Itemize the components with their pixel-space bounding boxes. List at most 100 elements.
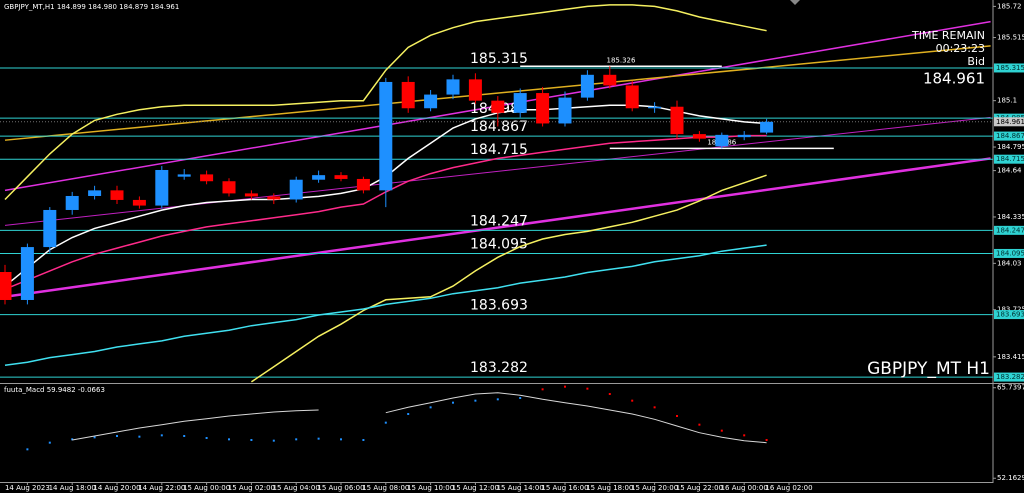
- macd-dot: [138, 435, 141, 438]
- x-tick-label: 15 Aug 20:00: [631, 484, 678, 492]
- macd-dot: [474, 399, 477, 402]
- x-tick-label: 15 Aug 22:00: [676, 484, 723, 492]
- bid-axis-box: [994, 117, 1024, 127]
- level-label: 184.867: [470, 119, 528, 135]
- level-label: 183.693: [470, 298, 528, 314]
- bid-label: Bid: [967, 55, 985, 68]
- y-tick-label: 185.1: [997, 97, 1017, 105]
- x-tick-label: 14 Aug 22:00: [138, 484, 185, 492]
- level-axis-label: 184.095: [996, 249, 1024, 257]
- x-tick-label: 16 Aug 02:00: [765, 484, 812, 492]
- candle-body: [760, 121, 774, 133]
- header: GBPJPY_MT,H1 184.899 184.980 184.879 184…: [4, 3, 179, 11]
- macd-dot: [71, 438, 74, 441]
- level-axis-box: [994, 248, 1024, 258]
- candle-body: [401, 81, 415, 109]
- time-remain: 00:23:23: [936, 42, 985, 55]
- y-tick-label: 184.335: [997, 213, 1024, 221]
- price-marker-label: 185.326: [607, 56, 636, 64]
- macd-y-tick-label: 65.7397: [997, 384, 1024, 392]
- candle-body: [468, 79, 482, 101]
- x-tick-label: 15 Aug 14:00: [497, 484, 544, 492]
- macd-dot: [586, 387, 589, 390]
- level-axis-label: 184.867: [996, 132, 1024, 140]
- macd-label: fuuta_Macd 59.9482 -0.0663: [4, 386, 105, 394]
- level-axis-box: [994, 63, 1024, 73]
- y-tick-label: 184.795: [997, 143, 1024, 151]
- macd-y-tick-label: 52.1629: [997, 474, 1024, 482]
- candle-body: [670, 106, 684, 135]
- macd-dot: [272, 439, 275, 442]
- candle-body: [312, 175, 326, 180]
- watermark: GBPJPY_MT H1: [867, 359, 990, 379]
- macd-signal: [72, 392, 767, 444]
- candle-body: [580, 74, 594, 98]
- bid-value: 184.961: [923, 70, 985, 88]
- macd-dot: [160, 434, 163, 437]
- candle-body: [648, 106, 662, 109]
- macd-dot: [250, 439, 253, 441]
- candle-body: [356, 178, 370, 191]
- trendline: [4, 157, 991, 299]
- candle-body: [0, 272, 12, 300]
- level-axis-label: 184.247: [996, 226, 1024, 234]
- macd-dot: [676, 415, 678, 417]
- trendline: [4, 116, 991, 226]
- candle-body: [513, 93, 527, 113]
- x-tick-label: 15 Aug 18:00: [586, 484, 633, 492]
- candle-body: [603, 74, 617, 86]
- macd-dot: [720, 429, 723, 432]
- macd-dot: [317, 437, 320, 440]
- macd-plot: [26, 385, 768, 451]
- candle-body: [110, 190, 124, 200]
- shift-marker: [790, 0, 800, 5]
- x-tick-label: 14 Aug 20:00: [93, 484, 140, 492]
- candle-body: [491, 100, 505, 113]
- macd-dot: [519, 397, 522, 399]
- candle-body: [88, 190, 102, 196]
- x-tick-label: 15 Aug 02:00: [228, 484, 275, 492]
- macd-dot: [765, 439, 768, 441]
- x-tick-label: 15 Aug 08:00: [362, 484, 409, 492]
- x-tick-label: 14 Aug 18:00: [49, 484, 96, 492]
- main-plot: 185.315184.985184.867184.715184.247184.0…: [0, 4, 993, 383]
- x-tick-label: 15 Aug 00:00: [183, 484, 230, 492]
- y-tick-label: 183.725: [997, 306, 1024, 314]
- candle-body: [289, 179, 303, 200]
- level-axis-box: [994, 131, 1024, 141]
- macd-dot: [362, 439, 365, 441]
- x-tick-label: 16 Aug 00:00: [721, 484, 768, 492]
- trendline: [4, 45, 991, 141]
- x-tick-label: 15 Aug 16:00: [541, 484, 588, 492]
- level-axis-label: 183.282: [996, 373, 1024, 381]
- macd-dot: [93, 436, 96, 439]
- macd-dot: [653, 406, 656, 409]
- level-label: 183.282: [470, 360, 528, 376]
- macd-dot: [116, 435, 118, 437]
- x-tick-label: 15 Aug 06:00: [317, 484, 364, 492]
- level-axis-box: [994, 310, 1024, 320]
- macd-dot: [183, 435, 186, 437]
- candle-body: [267, 196, 281, 200]
- candle-body: [379, 81, 393, 191]
- candle-body: [536, 93, 550, 124]
- candle-body: [132, 199, 146, 206]
- time-remain-label: TIME REMAIN: [911, 29, 985, 42]
- candle-body: [244, 193, 258, 197]
- level-label: 184.247: [470, 213, 528, 229]
- candle-body: [558, 97, 572, 124]
- macd-dot: [26, 448, 29, 451]
- candle-body: [692, 134, 706, 139]
- macd-dot: [48, 441, 51, 444]
- x-tick-label: 15 Aug 12:00: [452, 484, 499, 492]
- candle-body: [715, 134, 729, 147]
- macd-dot: [743, 434, 746, 437]
- x-tick-label: 15 Aug 04:00: [273, 484, 320, 492]
- candle-body: [200, 174, 214, 182]
- macd-dot: [698, 423, 701, 426]
- indicator-line: [4, 4, 767, 201]
- x-tick-label: 14 Aug 2023: [5, 484, 50, 492]
- level-axis-box: [994, 154, 1024, 164]
